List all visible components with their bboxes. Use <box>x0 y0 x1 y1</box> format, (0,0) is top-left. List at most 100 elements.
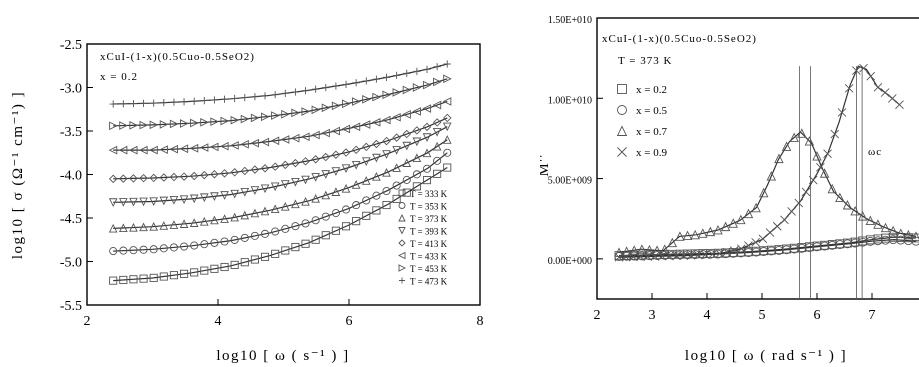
left-data-point <box>280 180 290 189</box>
left-x-tick-label: 6 <box>346 314 353 329</box>
left-data-point <box>240 258 249 267</box>
left-data-point <box>392 133 401 142</box>
right-annotation-line-1: xCuI-(1-x)(0.5Cuo-0.5SeO2) <box>602 33 757 45</box>
left-data-point <box>361 176 371 185</box>
left-data-point <box>392 194 401 203</box>
left-data-point <box>413 67 421 75</box>
left-x-axis-title: log10 [ ω ( s⁻¹ ) ] <box>216 348 349 364</box>
right-data-point <box>650 252 660 261</box>
left-data-point <box>231 94 239 103</box>
left-data-point <box>291 222 300 231</box>
left-data-point <box>240 188 250 197</box>
left-data-point <box>159 221 169 230</box>
left-data-point <box>372 191 381 200</box>
right-y-tick-label: 1.50E+010 <box>548 15 592 26</box>
right-data-point <box>787 207 796 216</box>
left-data-point <box>351 122 361 132</box>
left-data-point <box>220 116 230 126</box>
left-data-point <box>189 218 199 227</box>
left-data-point <box>402 175 411 184</box>
right-data-point <box>708 249 717 259</box>
right-data-point <box>698 228 708 238</box>
left-data-point <box>250 208 260 218</box>
left-data-point <box>301 87 310 95</box>
left-data-point <box>331 150 341 160</box>
left-data-point <box>300 132 310 142</box>
left-data-point <box>341 148 351 157</box>
left-data-point <box>250 231 259 240</box>
left-series-line <box>113 152 448 252</box>
left-data-point <box>443 163 452 172</box>
left-data-point <box>422 164 432 173</box>
right-data-point <box>844 83 854 93</box>
right-legend-label: x = 0.2 <box>636 84 667 96</box>
left-data-point <box>362 142 371 152</box>
modulus-chart: 23456780.00E+0005.00E+0091.00E+0101.50E+… <box>540 15 919 364</box>
right-x-tick-label: 7 <box>869 308 876 323</box>
left-data-point <box>301 219 310 228</box>
left-data-point <box>241 93 249 102</box>
left-data-point <box>402 158 412 167</box>
left-data-point <box>159 244 168 253</box>
left-legend-label: T = 353 K <box>410 202 448 212</box>
left-data-point <box>200 96 208 105</box>
left-data-point <box>149 197 159 206</box>
right-data-point <box>780 215 789 225</box>
left-data-point <box>159 173 169 182</box>
left-series-4 <box>108 122 452 207</box>
left-data-point <box>321 231 330 240</box>
left-data-point <box>160 99 168 107</box>
left-data-point <box>291 88 300 96</box>
left-data-point <box>129 99 138 108</box>
left-y-tick-label: -3.0 <box>60 82 82 97</box>
left-data-point <box>341 222 351 231</box>
left-data-point <box>392 146 401 155</box>
right-data-point <box>715 249 725 258</box>
left-data-point <box>118 198 128 207</box>
right-y-axis-title: M'' <box>540 153 552 176</box>
left-data-point <box>209 142 219 152</box>
left-data-point <box>260 164 270 173</box>
left-data-point <box>220 95 229 103</box>
left-data-point <box>199 216 209 226</box>
right-x-tick-label: 4 <box>704 308 711 323</box>
left-data-point <box>322 84 330 92</box>
right-annotation-line-2: T = 373 K <box>618 55 672 67</box>
left-data-point <box>270 182 280 192</box>
right-legend: x = 0.2 x = 0.5 x = 0.7 x = 0.9 <box>616 84 667 159</box>
left-data-point <box>442 97 452 106</box>
right-data-point <box>857 211 868 221</box>
left-data-point <box>280 201 290 211</box>
left-data-point <box>321 190 331 200</box>
left-data-point <box>190 268 199 277</box>
left-legend: T = 333 K T = 353 K T = 373 K T = 393 K T = … <box>397 189 448 287</box>
left-data-point <box>200 118 209 127</box>
left-data-point <box>260 137 270 147</box>
right-data-point <box>801 187 811 197</box>
left-data-point <box>321 152 331 162</box>
left-y-tick-label: -5.5 <box>60 299 82 314</box>
left-data-point <box>179 219 189 228</box>
left-data-point <box>352 97 361 106</box>
left-data-point <box>382 136 391 146</box>
left-data-point <box>443 60 451 68</box>
left-data-point <box>311 155 320 164</box>
left-legend-marker <box>398 239 406 247</box>
left-data-point <box>149 273 158 282</box>
left-data-point <box>179 172 189 181</box>
right-x-tick-label: 5 <box>759 308 766 323</box>
right-data-point <box>911 236 919 246</box>
left-y-tick-label: -4.5 <box>60 212 82 227</box>
left-x-tick-label: 4 <box>215 314 222 329</box>
left-data-point <box>129 121 139 130</box>
left-series-3 <box>108 135 452 233</box>
right-data-point <box>816 163 825 172</box>
right-data-point <box>772 221 782 231</box>
left-series-5 <box>108 113 452 184</box>
left-legend-label: T = 413 K <box>410 239 448 249</box>
right-data-point <box>629 252 638 262</box>
right-data-point <box>850 205 860 216</box>
right-data-point <box>736 214 746 225</box>
left-data-point <box>402 110 411 119</box>
left-data-point <box>351 180 361 189</box>
